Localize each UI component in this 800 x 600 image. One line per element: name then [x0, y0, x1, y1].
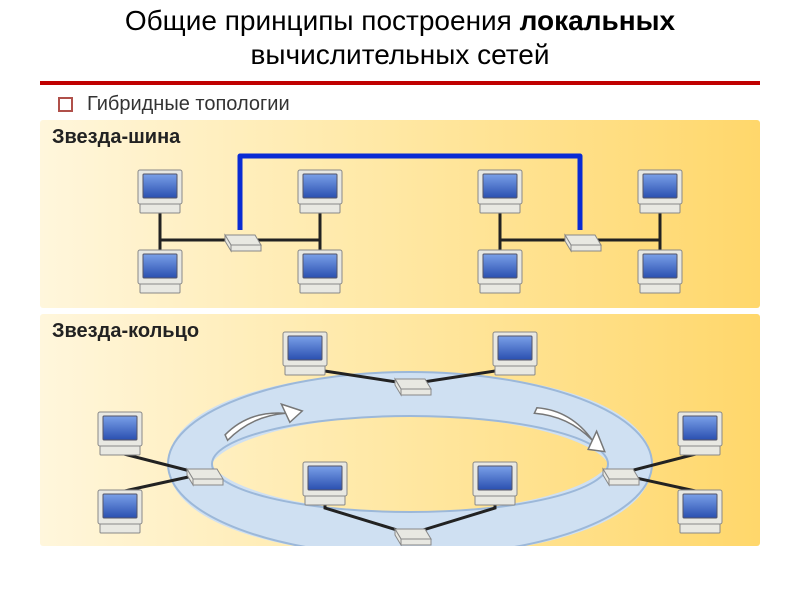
bullet-text: Гибридные топологии: [87, 93, 290, 116]
title-post: вычислительных сетей: [250, 39, 549, 70]
ring-diagram: [40, 314, 760, 546]
bus-diagram: [40, 120, 760, 308]
title-underline: [40, 81, 760, 85]
slide-title: Общие принципы построения локальных вычи…: [0, 0, 800, 79]
panel-star-bus: Звезда-шина: [40, 120, 760, 308]
title-bold: локальных: [520, 5, 676, 36]
bullet-marker-icon: [58, 97, 73, 112]
title-pre: Общие принципы построения: [125, 5, 520, 36]
bullet-row: Гибридные топологии: [0, 93, 800, 116]
panel-star-ring: Звезда-кольцо: [40, 314, 760, 546]
